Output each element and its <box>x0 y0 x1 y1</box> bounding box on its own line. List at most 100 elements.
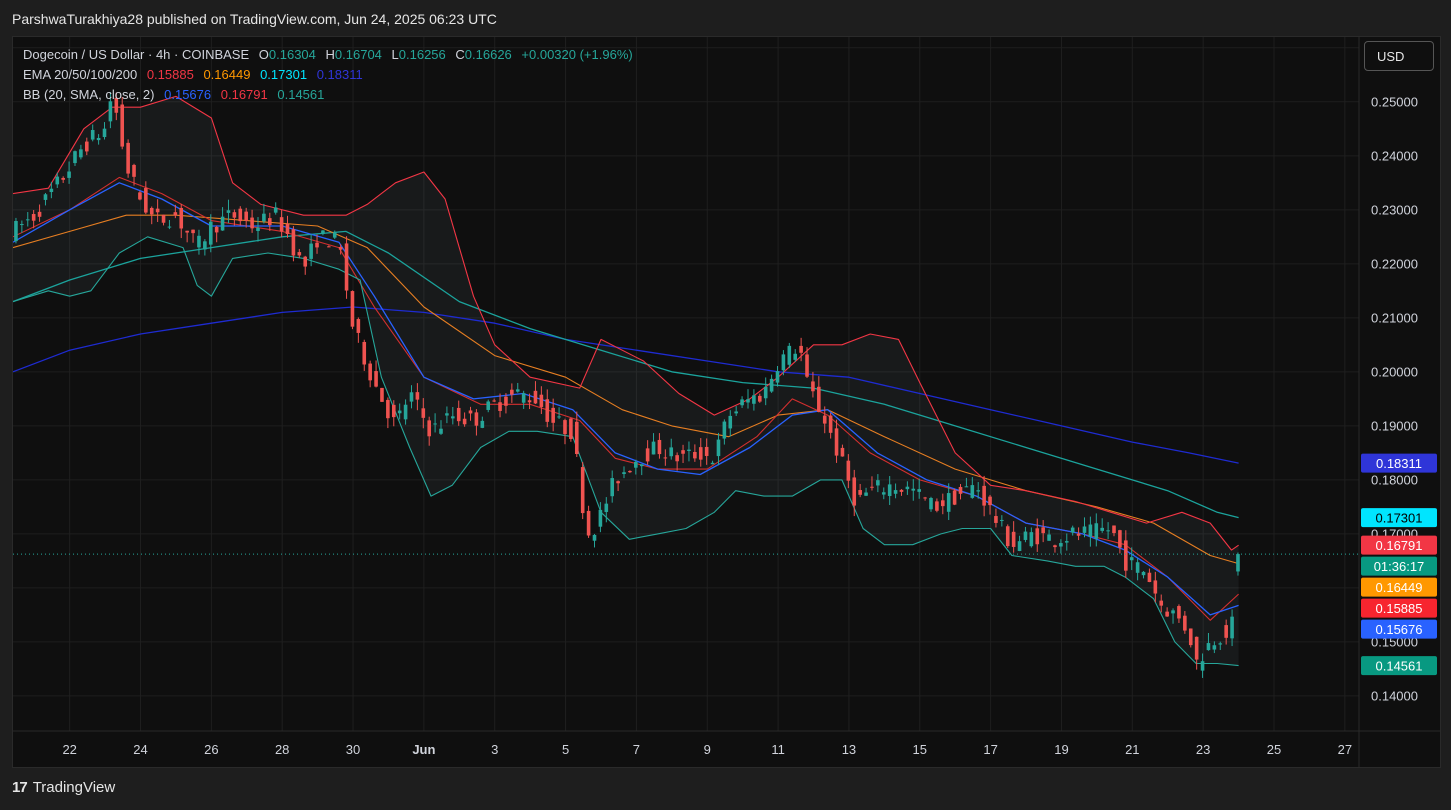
price-badge-label: 0.17301 <box>1376 511 1423 526</box>
published-header: ParshwaTurakhiya28 published on TradingV… <box>12 11 497 27</box>
candle <box>427 416 431 446</box>
price-chart[interactable]: 0.260000.250000.240000.230000.220000.210… <box>13 37 1440 767</box>
price-badge-bg <box>1361 453 1437 473</box>
legend-close-key: C <box>455 47 465 62</box>
candle-body <box>268 218 272 226</box>
candle <box>309 233 313 267</box>
candle-body <box>982 485 986 506</box>
candle <box>1070 525 1075 536</box>
candle <box>722 419 727 445</box>
time-tick-label: 17 <box>983 742 997 757</box>
candle <box>232 209 237 226</box>
legend-bb-label[interactable]: BB (20, SMA, close, 2) <box>23 87 155 102</box>
time-tick-label: 25 <box>1267 742 1281 757</box>
candle-body <box>710 462 715 465</box>
candle-body <box>1177 606 1181 619</box>
candle <box>1011 521 1016 553</box>
candle <box>870 476 874 491</box>
time-tick-label: 26 <box>204 742 218 757</box>
candle <box>451 406 455 425</box>
candle-body <box>244 211 248 221</box>
candle <box>55 172 60 188</box>
candle <box>757 393 762 403</box>
candle-body <box>1053 545 1057 548</box>
candle <box>681 444 685 464</box>
candle-body <box>179 207 184 229</box>
candle <box>592 533 597 548</box>
candle <box>1088 516 1093 547</box>
candle <box>297 248 302 258</box>
candle-body <box>25 219 30 221</box>
candle <box>1206 632 1211 651</box>
candle-body <box>256 227 260 231</box>
candle <box>456 400 461 426</box>
candle-body <box>634 461 638 468</box>
candle <box>1135 558 1140 581</box>
candle-body <box>1135 562 1140 573</box>
ema200-line <box>13 306 1239 464</box>
candle-body <box>344 243 349 291</box>
candle-body <box>297 252 302 256</box>
candle <box>25 212 30 227</box>
candle <box>1177 604 1181 623</box>
candle <box>923 496 927 501</box>
candle-body <box>1129 557 1134 561</box>
candle-body <box>468 410 473 414</box>
candle-body <box>327 246 331 248</box>
candle-body <box>893 490 898 494</box>
time-axis[interactable]: 22 24 26 28 30 Jun 3 5 7 9 11 13 15 17 19 21 23 25 27 <box>62 742 1352 757</box>
candle <box>415 383 420 411</box>
candle <box>645 440 650 465</box>
candle-body <box>451 416 455 419</box>
candle-body <box>173 212 178 216</box>
price-tick-label: 0.20000 <box>1371 364 1418 379</box>
candle-body <box>763 386 768 399</box>
candle <box>132 163 136 186</box>
candle <box>1224 619 1228 645</box>
candle-body <box>149 207 154 215</box>
candle-body <box>191 229 195 234</box>
legend-ema50-value: 0.16449 <box>203 67 251 82</box>
candle-body <box>905 486 910 490</box>
candle-body <box>551 407 555 423</box>
candle-body <box>793 353 798 360</box>
candle <box>834 419 839 463</box>
candle <box>693 444 697 462</box>
legend-ema-label[interactable]: EMA 20/50/100/200 <box>23 67 138 82</box>
candle-body <box>321 230 325 234</box>
candle <box>285 215 290 238</box>
price-tick-label: 0.14000 <box>1371 688 1418 703</box>
legend-symbol[interactable]: Dogecoin / US Dollar · 4h · COINBASE <box>23 47 250 62</box>
candle <box>397 403 402 420</box>
candle-body <box>545 399 550 422</box>
candle <box>574 411 579 457</box>
candle-body <box>510 389 514 395</box>
candle-body <box>734 411 738 414</box>
candle-body <box>775 371 780 383</box>
candle <box>256 217 260 242</box>
candle-body <box>197 235 201 248</box>
time-tick-label: 23 <box>1196 742 1210 757</box>
candle <box>539 386 544 415</box>
candle <box>1017 535 1022 552</box>
candle-body <box>622 472 626 475</box>
chart-frame[interactable]: 0.260000.250000.240000.230000.220000.210… <box>12 36 1441 768</box>
currency-button[interactable]: USD <box>1364 41 1434 71</box>
candle-body <box>515 389 520 392</box>
candle <box>1212 641 1217 654</box>
candle-body <box>887 484 892 497</box>
candle-body <box>409 392 414 402</box>
price-badge: 0.16449 <box>1361 577 1437 597</box>
price-tick-label: 0.24000 <box>1371 148 1418 163</box>
candle <box>374 360 378 388</box>
candle <box>893 483 898 499</box>
candle-body <box>911 488 916 491</box>
legend-ema20-value: 0.15885 <box>146 67 194 82</box>
candle-body <box>1017 541 1022 551</box>
candle <box>958 484 963 500</box>
tradingview-footer[interactable]: 17 TradingView <box>12 779 115 796</box>
candle <box>698 438 703 467</box>
candle-body <box>598 509 603 527</box>
candle <box>569 417 573 442</box>
candle <box>173 204 178 219</box>
